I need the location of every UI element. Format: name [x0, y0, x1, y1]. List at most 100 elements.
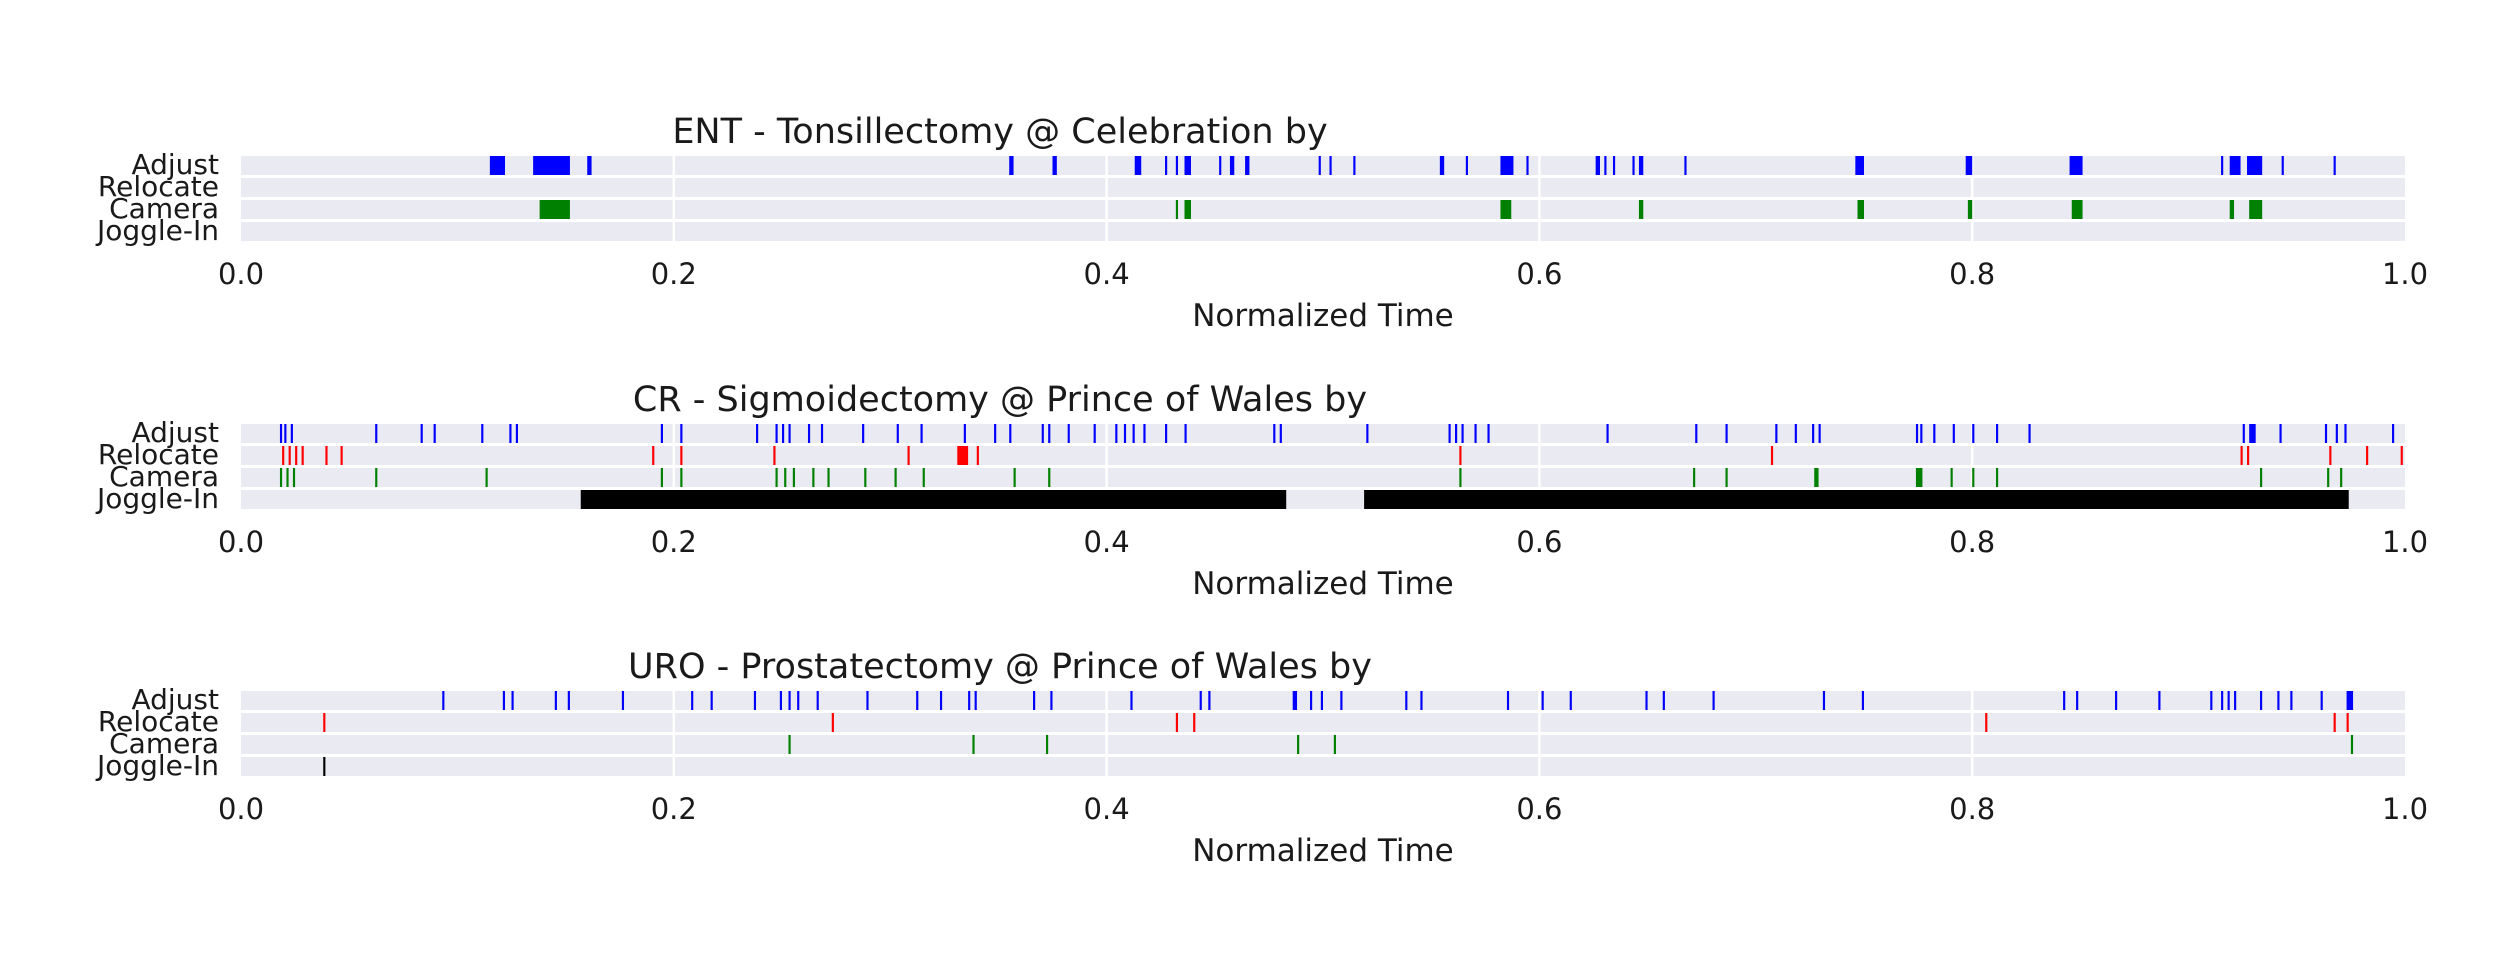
chart-panel-2: URO - Prostatectomy @ Prince of Wales by…	[95, 647, 2428, 869]
event-mark-adjust	[1632, 156, 1635, 175]
event-mark-camera	[539, 200, 570, 219]
event-mark-adjust	[1292, 691, 1298, 710]
event-mark-adjust	[442, 691, 445, 710]
event-mark-adjust	[489, 156, 506, 175]
event-mark-adjust	[680, 424, 683, 443]
event-mark-adjust	[1132, 424, 1135, 443]
event-mark-relocate	[773, 446, 776, 465]
event-mark-adjust	[2324, 424, 2328, 443]
event-mark-adjust	[2227, 691, 2230, 710]
y-axis-label: Relocate	[98, 170, 219, 203]
event-mark-camera	[1972, 468, 1975, 487]
event-mark-adjust	[1318, 156, 1321, 175]
event-mark-adjust	[284, 424, 287, 443]
event-mark-adjust	[1184, 424, 1187, 443]
event-mark-adjust	[1500, 156, 1514, 175]
event-mark-adjust	[807, 424, 811, 443]
event-mark-adjust	[1541, 691, 1544, 710]
event-mark-camera	[1184, 200, 1191, 219]
event-mark-adjust	[1366, 424, 1369, 443]
row-band-relocate	[241, 178, 2405, 197]
event-mark-adjust	[866, 691, 869, 710]
event-mark-relocate	[323, 713, 326, 732]
event-mark-relocate	[1985, 713, 1988, 732]
event-mark-adjust	[533, 156, 570, 175]
event-mark-relocate	[1175, 713, 1179, 732]
event-mark-adjust	[1320, 691, 1323, 710]
x-tick-label: 0.2	[651, 525, 697, 559]
event-mark-adjust	[797, 691, 800, 710]
event-mark-adjust	[2069, 156, 2083, 175]
event-mark-adjust	[1612, 156, 1616, 175]
event-mark-adjust	[433, 424, 436, 443]
event-mark-adjust	[375, 424, 378, 443]
event-mark-adjust	[756, 424, 759, 443]
event-mark-adjust	[1933, 424, 1936, 443]
event-mark-adjust	[1279, 424, 1282, 443]
x-tick-label: 0.4	[1084, 792, 1130, 826]
event-mark-adjust	[1604, 156, 1607, 175]
event-mark-adjust	[1855, 156, 1864, 175]
event-mark-adjust	[2249, 424, 2256, 443]
event-mark-adjust	[2063, 691, 2066, 710]
event-mark-camera	[660, 468, 663, 487]
event-mark-adjust	[1009, 424, 1012, 443]
event-mark-relocate	[301, 446, 304, 465]
event-mark-adjust	[939, 691, 943, 710]
event-mark-adjust	[1208, 691, 1211, 710]
y-axis-label: Camera	[109, 192, 219, 225]
event-mark-camera	[788, 735, 791, 754]
event-mark-adjust	[2221, 156, 2224, 175]
event-mark-adjust	[502, 691, 506, 710]
x-tick-label: 0.8	[1949, 792, 1995, 826]
event-mark-adjust	[782, 424, 785, 443]
event-mark-camera	[1915, 468, 1923, 487]
event-mark-adjust	[2344, 424, 2347, 443]
event-mark-adjust	[587, 156, 592, 175]
event-mark-camera	[1048, 468, 1051, 487]
event-mark-adjust	[1465, 156, 1468, 175]
event-mark-adjust	[788, 691, 791, 710]
event-mark-adjust	[1861, 691, 1864, 710]
event-mark-camera	[286, 468, 289, 487]
event-mark-camera	[2350, 735, 2354, 754]
event-mark-relocate	[680, 446, 683, 465]
event-mark-adjust	[1645, 691, 1648, 710]
event-mark-adjust	[1818, 424, 1821, 443]
event-mark-relocate	[907, 446, 910, 465]
event-mark-camera	[1046, 735, 1049, 754]
event-mark-camera	[784, 468, 787, 487]
x-tick-label: 0.8	[1949, 257, 1995, 291]
event-mark-adjust	[1273, 424, 1276, 443]
event-mark-adjust	[1245, 156, 1250, 175]
event-mark-camera	[1638, 200, 1644, 219]
event-mark-relocate	[957, 446, 969, 465]
event-mark-adjust	[896, 424, 899, 443]
event-mark-adjust	[2281, 156, 2284, 175]
event-mark-adjust	[2242, 424, 2245, 443]
event-mark-adjust	[1405, 691, 1408, 710]
event-mark-adjust	[1474, 424, 1477, 443]
event-mark-adjust	[567, 691, 570, 710]
event-mark-adjust	[1340, 691, 1343, 710]
event-mark-adjust	[963, 424, 966, 443]
x-tick-label: 0.6	[1516, 257, 1562, 291]
event-mark-adjust	[920, 424, 923, 443]
event-mark-adjust	[1175, 156, 1179, 175]
event-mark-camera	[827, 468, 830, 487]
x-tick-label: 1.0	[2382, 525, 2428, 559]
event-mark-adjust	[2210, 691, 2213, 710]
event-mark-adjust	[1165, 424, 1168, 443]
event-mark-adjust	[1420, 691, 1423, 710]
event-mark-adjust	[2290, 691, 2293, 710]
event-mark-relocate	[340, 446, 343, 465]
event-mark-camera	[375, 468, 378, 487]
event-mark-relocate	[2240, 446, 2243, 465]
event-mark-camera	[292, 468, 296, 487]
event-mark-adjust	[1050, 691, 1053, 710]
chart-panel-0: ENT - Tonsillectomy @ Celebration by Adju…	[95, 112, 2428, 334]
event-mark-adjust	[1229, 156, 1235, 175]
event-mark-adjust	[779, 691, 782, 710]
